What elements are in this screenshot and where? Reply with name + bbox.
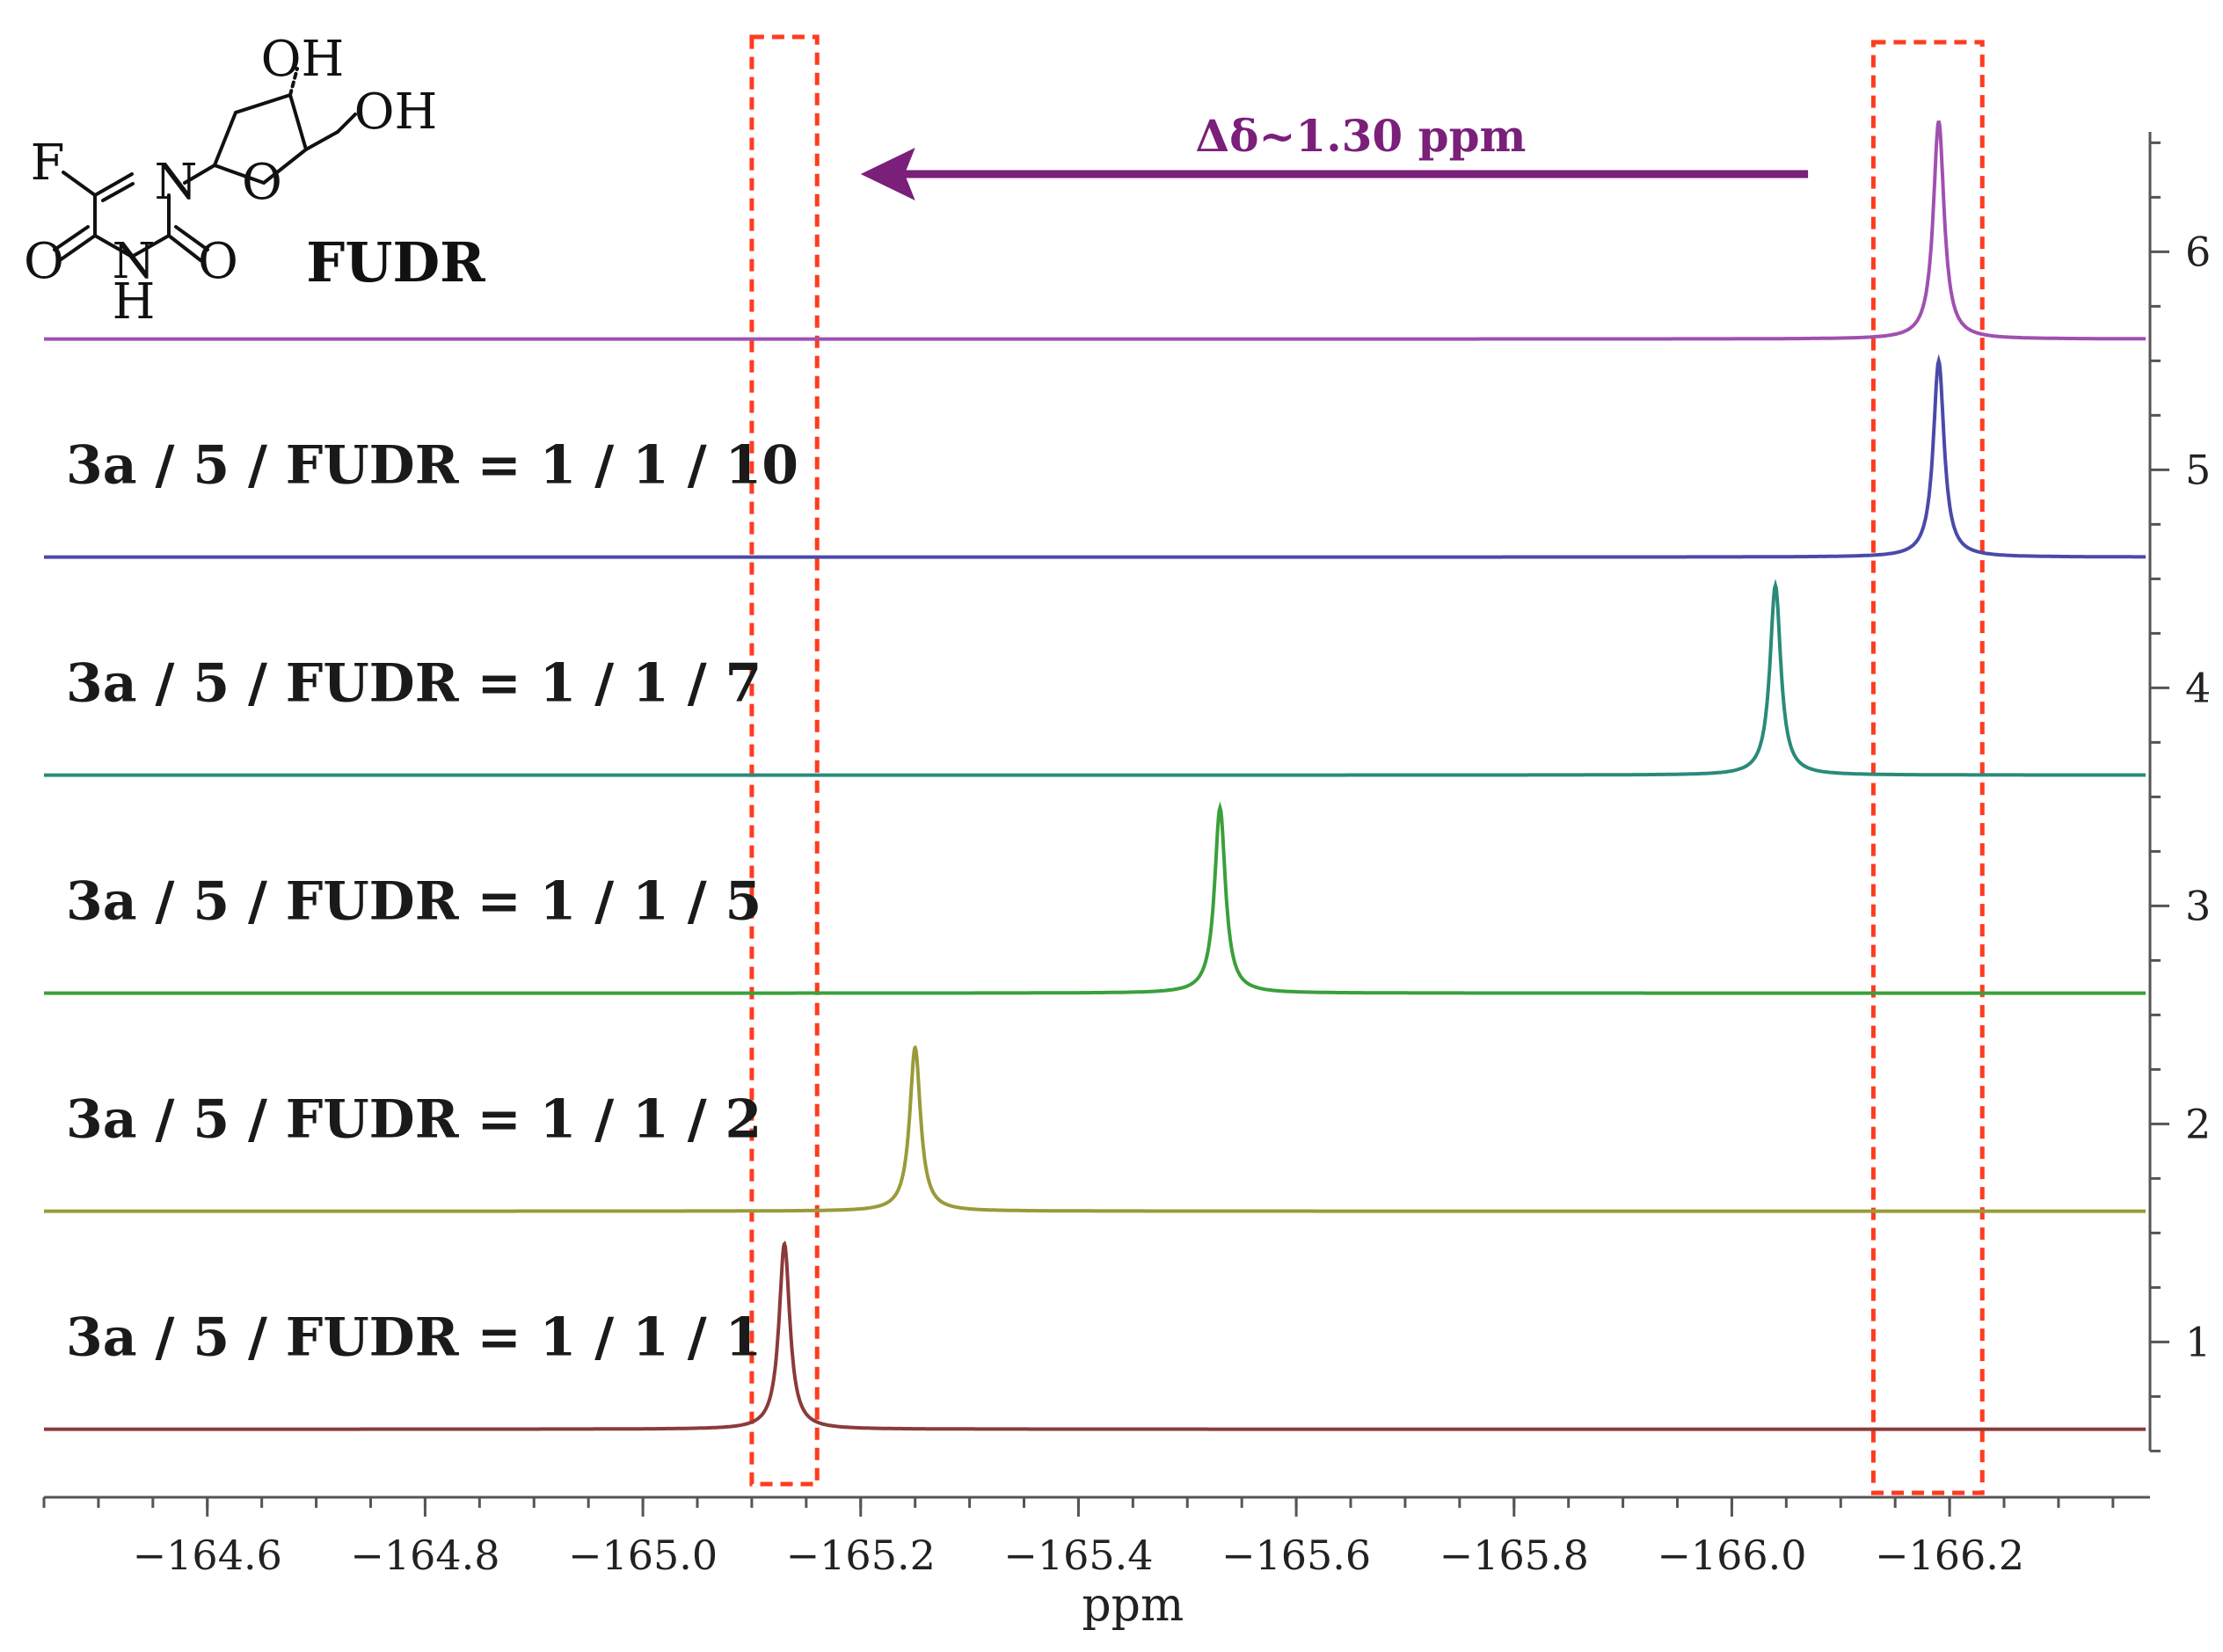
x-tick-label: −165.8 [1439, 1532, 1589, 1579]
y-tick-label: 4 [2185, 664, 2211, 711]
pyrimidine-ring-bonds [93, 172, 171, 259]
atom-oh-top: OH [261, 31, 345, 88]
x-tick-label: −166.0 [1657, 1532, 1806, 1579]
x-tick-label: −164.6 [133, 1532, 282, 1579]
x-tick-label: −165.6 [1221, 1532, 1371, 1579]
fudr-structure-atoms: OH OH F N N H O O O FUDR [24, 31, 485, 331]
atom-o-ring: O [242, 154, 282, 211]
y-tick-label: 3 [2185, 882, 2211, 929]
y-tick-label: 5 [2185, 446, 2211, 493]
highlight-boxes [749, 34, 1985, 1496]
atom-n1: N [155, 154, 198, 211]
shift-arrow-head [860, 148, 915, 200]
series-label-5: 3a / 5 / FUDR = 1 / 1 / 10 [66, 435, 798, 497]
x-tick-label: −165.0 [568, 1532, 718, 1579]
c-o-right-bond [167, 234, 202, 262]
y-tick-label: 6 [2185, 228, 2211, 275]
spectrum-trace-4 [44, 579, 2146, 777]
atom-h: H [113, 273, 156, 331]
fudr-structure [53, 67, 357, 262]
spectrum-trace-1 [44, 1240, 2146, 1431]
c-o-left-bond-2 [53, 225, 90, 251]
ring-double-bond [101, 182, 135, 202]
series-label-1: 3a / 5 / FUDR = 1 / 1 / 1 [66, 1307, 762, 1369]
atom-o-left: O [24, 233, 64, 290]
ch2-oh-bond [336, 113, 357, 134]
structure-name: FUDR [306, 230, 485, 295]
chemical-shift-annotation: Δδ~1.30 ppm [860, 110, 1809, 200]
shift-label: Δδ~1.30 ppm [1195, 110, 1526, 162]
x-tick-label: −165.2 [786, 1532, 936, 1579]
c3-oh-bond [288, 67, 299, 97]
x-tick-label: −165.4 [1003, 1532, 1153, 1579]
x-axis-title: ppm [1082, 1579, 1184, 1632]
y-tick-label: 1 [2185, 1318, 2211, 1365]
spectrum-trace-5 [44, 353, 2146, 559]
x-tick-label: −164.8 [350, 1532, 499, 1579]
series-label-3: 3a / 5 / FUDR = 1 / 1 / 5 [66, 871, 762, 933]
atom-n3: N [113, 233, 156, 290]
spectrum-trace-3 [44, 801, 2146, 995]
highlight-box-2 [1870, 40, 1985, 1496]
highlight-box-1 [749, 34, 820, 1487]
atom-oh-side: OH [354, 84, 438, 141]
atom-o-right: O [198, 233, 238, 290]
c-o-right-bond-2 [174, 225, 209, 251]
c-o-left-bond [58, 234, 97, 262]
y-tick-label: 2 [2185, 1100, 2211, 1147]
atom-f: F [31, 135, 65, 192]
sugar-ring-bonds [213, 92, 309, 186]
series-label-2: 3a / 5 / FUDR = 1 / 1 / 2 [66, 1089, 762, 1151]
y-axis: 1 2 3 4 5 6 [2148, 132, 2211, 1452]
glycosidic-bond [183, 164, 216, 185]
spectra-traces [44, 120, 2146, 1431]
x-axis: −164.6 −164.8 −165.0 −165.2 −165.4 −165.6 −165… [42, 1496, 2150, 1579]
spectrum-trace-2 [44, 1044, 2146, 1213]
series-labels: 3a / 5 / FUDR = 1 / 1 / 1 3a / 5 / FUDR =… [66, 435, 798, 1369]
spectrum-trace-6 [44, 120, 2146, 341]
c-f-bond [62, 171, 97, 197]
x-tick-label: −166.2 [1875, 1532, 2024, 1579]
c4-ch2-bond [304, 130, 339, 151]
series-label-4: 3a / 5 / FUDR = 1 / 1 / 7 [66, 653, 762, 715]
